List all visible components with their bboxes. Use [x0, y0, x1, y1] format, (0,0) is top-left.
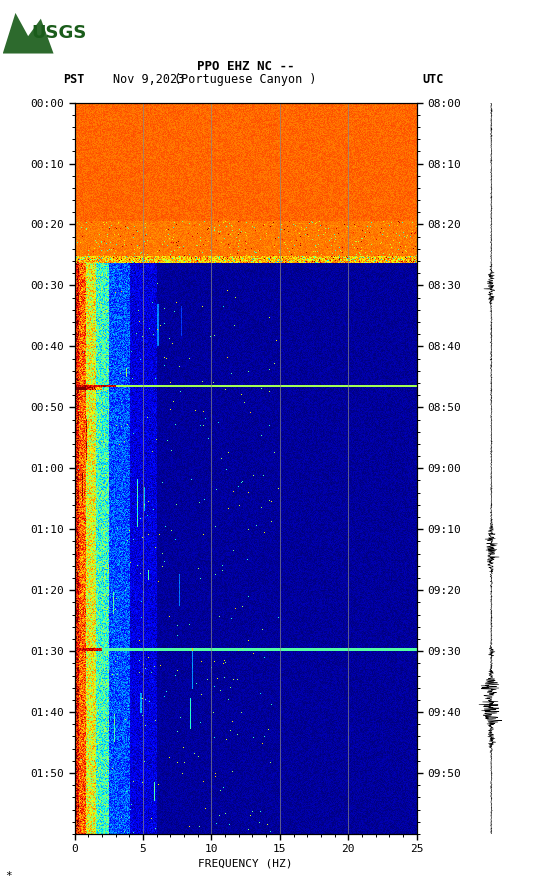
Text: UTC: UTC	[422, 72, 444, 86]
Text: Nov 9,2023: Nov 9,2023	[113, 72, 184, 86]
Polygon shape	[3, 12, 54, 54]
X-axis label: FREQUENCY (HZ): FREQUENCY (HZ)	[198, 859, 293, 869]
Text: (Portuguese Canyon ): (Portuguese Canyon )	[174, 72, 317, 86]
Text: PST: PST	[63, 72, 85, 86]
Text: *: *	[6, 871, 12, 880]
Text: PPO EHZ NC --: PPO EHZ NC --	[197, 60, 294, 73]
Text: USGS: USGS	[31, 24, 87, 42]
